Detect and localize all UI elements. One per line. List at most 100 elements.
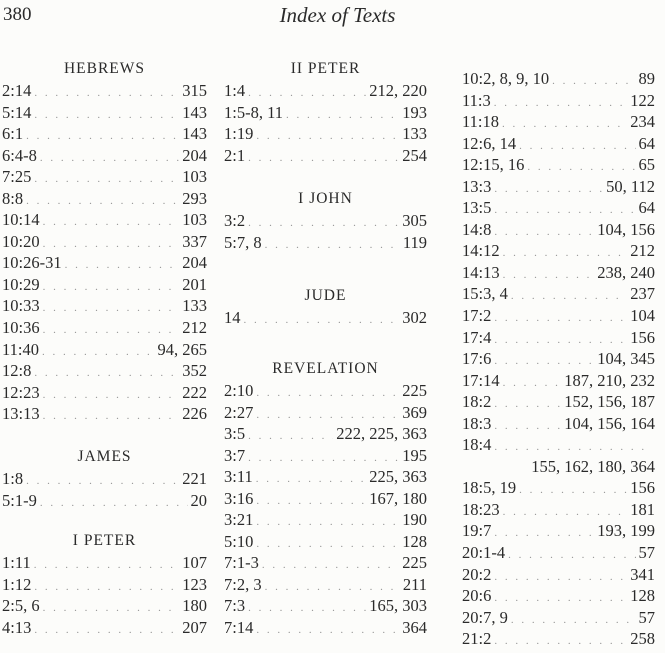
- dot-leader: [494, 222, 594, 244]
- entry-reference: 19:7: [462, 521, 492, 541]
- entry-pages: 57: [638, 543, 656, 563]
- entry-reference: 17:6: [462, 349, 492, 369]
- entry-reference: 13:3: [462, 176, 492, 196]
- entry-pages: 156: [630, 478, 655, 498]
- entry-reference: 14:8: [462, 219, 492, 239]
- entry-pages: 226: [182, 404, 207, 424]
- entry-pages: 143: [182, 124, 207, 144]
- index-entry: 3:21 190: [224, 509, 427, 531]
- entry-reference: 20:2: [462, 564, 492, 584]
- entry-reference: 17:2: [462, 306, 492, 326]
- entry-pages: 104, 345: [597, 349, 655, 369]
- index-entry: 5:10 128: [224, 531, 427, 553]
- entry-reference: 10:36: [2, 318, 40, 338]
- entry-reference: 15:3, 4: [462, 284, 508, 304]
- dot-leader: [26, 191, 179, 213]
- dot-leader: [519, 136, 635, 158]
- index-section: REVELATION 2:10 225 2:27 369 3:5 222, 225, 363…: [224, 358, 427, 639]
- dot-leader: [511, 286, 627, 308]
- index-entry: 2:5, 6 180: [2, 595, 207, 617]
- entry-reference: 8:8: [2, 188, 24, 208]
- dot-leader: [511, 610, 636, 632]
- index-section: HEBREWS 2:14 315 5:14 143 6:1 143 6:4-8 204 7:25 1…: [2, 58, 207, 425]
- index-entry-continuation: 155, 162, 180, 364: [462, 456, 655, 478]
- entry-pages: 103: [182, 167, 207, 187]
- entry-pages: 57: [638, 607, 656, 627]
- entry-pages: 104, 156, 164: [564, 413, 655, 433]
- entry-reference: 1:8: [2, 469, 24, 488]
- index-section: I PETER 1:11 107 1:12 123 2:5, 6 180 4:13 207: [2, 530, 207, 638]
- dot-leader: [552, 71, 635, 93]
- dot-leader: [244, 310, 400, 332]
- entry-pages: 180: [182, 596, 207, 616]
- entry-reference: 10:29: [2, 274, 40, 294]
- entry-reference: 10:20: [2, 231, 40, 251]
- dot-leader: [43, 298, 180, 320]
- entry-pages: 64: [638, 133, 656, 153]
- entry-reference: 12:8: [2, 361, 32, 381]
- section-heading: JAMES: [77, 448, 132, 465]
- dot-leader: [494, 523, 594, 545]
- dot-leader: [248, 213, 399, 235]
- entry-pages: 225: [402, 553, 427, 573]
- entry-pages: 103: [182, 210, 207, 230]
- dot-leader: [256, 620, 399, 642]
- index-entry: 13:3 50, 112: [462, 176, 655, 198]
- index-entry: 20:1-4 57: [462, 542, 655, 564]
- entry-pages: 181: [630, 499, 655, 519]
- dot-leader: [34, 620, 179, 642]
- section-heading: JUDE: [304, 287, 347, 304]
- entry-pages: 155, 162, 180, 364: [531, 456, 655, 476]
- index-entry: 1:5-8, 11 193: [224, 102, 427, 124]
- entry-pages: 122: [630, 90, 655, 110]
- entry-reference: 5:7, 8: [224, 232, 262, 252]
- entry-pages: 222: [182, 382, 207, 402]
- entry-reference: 10:33: [2, 296, 40, 316]
- index-entry: 13:13 226: [2, 403, 207, 425]
- index-entry: 3:16 167, 180: [224, 488, 427, 510]
- index-entry: 7:1-3 225: [224, 552, 427, 574]
- entry-pages: 133: [182, 296, 207, 316]
- index-section: JAMES 1:8 221 5:1-9 20: [2, 446, 207, 511]
- dot-leader: [494, 588, 627, 610]
- dot-leader: [494, 308, 627, 330]
- index-entry: 1:8 221: [2, 468, 207, 490]
- entry-pages: 352: [182, 361, 207, 381]
- index-entry: 19:7 193, 199: [462, 520, 655, 542]
- index-entry: 8:8 293: [2, 188, 207, 210]
- entry-pages: 65: [638, 155, 656, 175]
- dot-leader: [265, 235, 400, 257]
- dot-leader: [256, 126, 399, 148]
- dot-leader: [248, 598, 366, 620]
- index-entry: 5:7, 8 119: [224, 232, 427, 254]
- entry-reference: 13:5: [462, 198, 492, 218]
- dot-leader: [494, 631, 627, 653]
- dot-leader: [256, 383, 399, 405]
- entry-pages: 201: [182, 274, 207, 294]
- entry-reference: 17:4: [462, 327, 492, 347]
- dot-leader: [34, 363, 179, 385]
- dot-leader: [34, 105, 179, 127]
- dot-leader: [43, 234, 180, 256]
- entry-pages: 305: [402, 211, 427, 230]
- dot-leader: [40, 148, 179, 170]
- entry-pages: 119: [402, 232, 427, 252]
- entry-pages: 302: [402, 308, 427, 327]
- entry-reference: 14: [224, 308, 241, 327]
- dot-leader: [43, 212, 180, 234]
- entry-reference: 2:5, 6: [2, 596, 40, 616]
- entry-pages: 237: [630, 284, 655, 304]
- entry-pages: 211: [402, 574, 427, 594]
- dot-leader: [256, 512, 399, 534]
- entry-pages: 293: [182, 188, 207, 208]
- dot-leader: [503, 265, 595, 287]
- entry-pages: 204: [182, 145, 207, 165]
- index-entry: 15:3, 4 237: [462, 283, 655, 305]
- entry-pages: 64: [638, 198, 656, 218]
- entry-reference: 14:12: [462, 241, 500, 261]
- entry-reference: 18:5, 19: [462, 478, 517, 498]
- entry-pages: 133: [402, 124, 427, 144]
- section-heading: I PETER: [72, 532, 137, 549]
- dot-leader: [248, 426, 333, 448]
